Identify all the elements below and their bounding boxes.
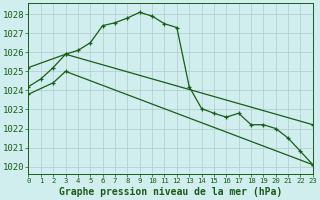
X-axis label: Graphe pression niveau de la mer (hPa): Graphe pression niveau de la mer (hPa) [59,187,282,197]
